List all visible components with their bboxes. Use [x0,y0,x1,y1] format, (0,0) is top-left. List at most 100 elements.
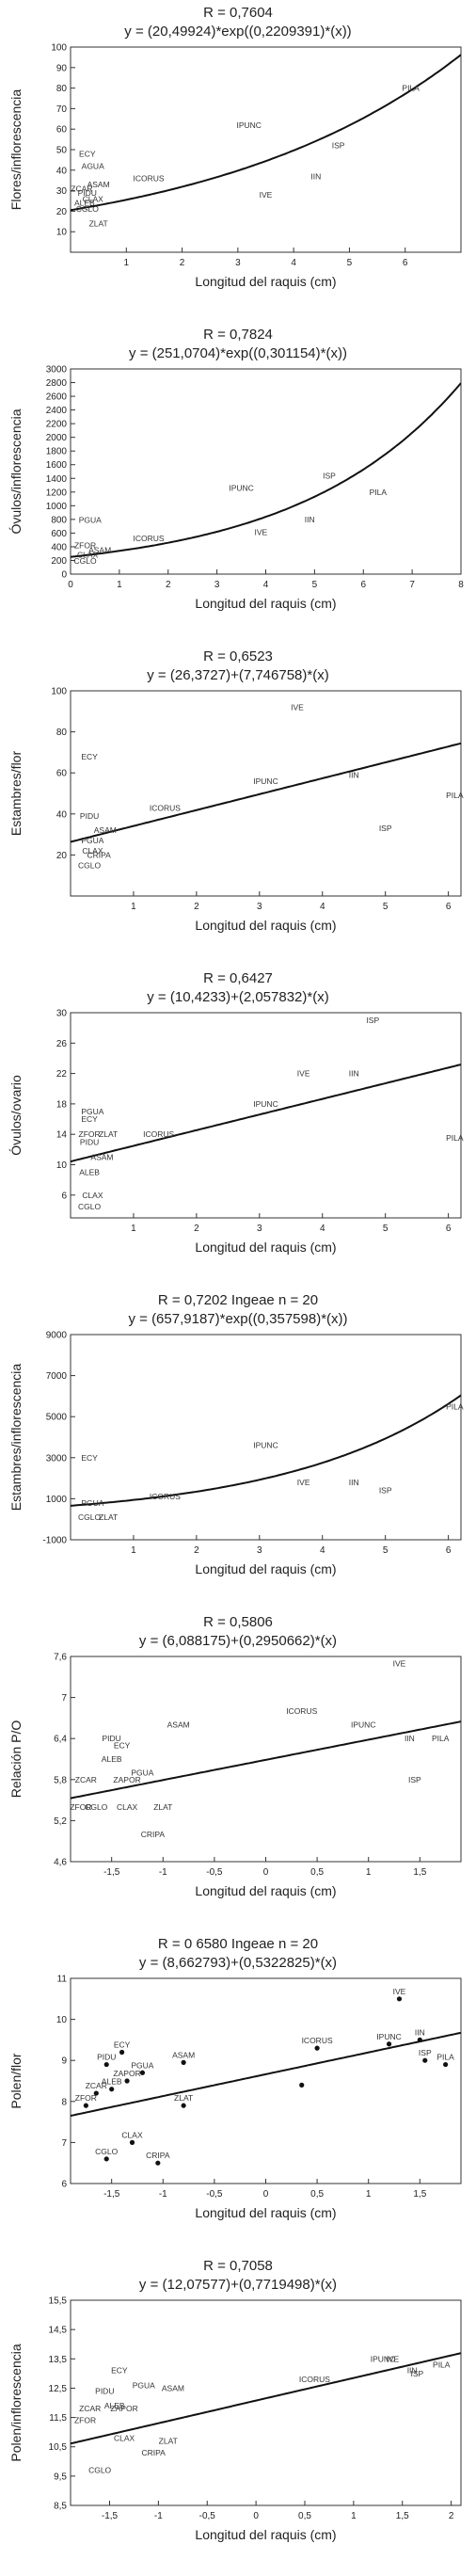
data-point-label: ECY [79,149,96,158]
data-point-marker [386,2041,392,2047]
data-point-label: ASAM [87,180,110,189]
data-point-label: ECY [81,1114,98,1124]
data-point-marker [443,2061,449,2068]
y-axis-label: Estambres/flor [8,751,24,837]
x-tick-label: 4 [320,902,325,912]
x-tick-label: 8 [458,580,464,590]
y-tick-label: 14,5 [49,2326,68,2336]
x-tick-label: 6 [446,1224,452,1234]
x-axis-label: Longitud del raquis (cm) [195,1561,336,1576]
x-tick-label: 1 [131,1545,136,1556]
y-tick-label: 6 [61,2180,67,2190]
data-point-label: IIN [349,770,359,779]
y-axis-label: Óvulos/inflorescencia [8,408,24,534]
x-axis-label: Longitud del raquis (cm) [195,1883,336,1898]
data-point-label: ALEB [79,1168,100,1177]
y-tick-label: 7,6 [54,1653,67,1663]
x-tick-label: 6 [446,902,452,912]
data-point-label: CRIPA [87,850,111,859]
x-tick-label: 2 [194,902,199,912]
data-point-label: ICORUS [133,174,164,184]
y-tick-label: 80 [56,728,68,738]
x-tick-label: 5 [383,1545,389,1556]
x-tick-label: 0 [263,1867,269,1878]
data-point-label: CRIPA [146,2151,170,2160]
data-point-label: IIN [349,1069,359,1079]
y-tick-label: 5,2 [54,1816,67,1827]
y-tick-label: 7000 [46,1371,68,1382]
y-tick-label: -1000 [42,1536,67,1546]
fit-curve [71,2031,461,2117]
y-tick-label: 3000 [46,365,68,376]
x-tick-label: 5 [347,258,353,268]
chart-title: R = 0,7058 [203,2258,273,2274]
y-tick-label: 30 [56,186,68,197]
data-point-label: IPUNC [229,483,253,492]
data-point-marker [299,2082,305,2088]
chart-title: R = 0,7824 [203,327,273,343]
data-point-label: IVE [260,190,273,200]
data-point-label: CGLO [76,204,99,214]
x-tick-label: 0 [263,2189,269,2200]
x-tick-label: 3 [214,580,220,590]
x-tick-label: 1 [131,902,136,912]
x-tick-label: 1 [366,1867,372,1878]
y-tick-label: 0 [61,570,67,581]
x-tick-label: -0,5 [199,2511,216,2521]
data-point-label: PIDU [78,188,97,198]
data-point-label: IPUNC [253,776,278,786]
y-axis-label: Polen/inflorescencia [8,2344,24,2462]
x-tick-label: 2 [166,580,171,590]
data-point-label: ZAPOR [113,1775,140,1784]
data-point-label: CLAX [82,1191,103,1200]
x-tick-label: 4 [320,1224,325,1234]
data-point-label: ICORUS [302,2036,333,2045]
data-point-label: ISP [366,1016,379,1025]
x-tick-label: -0,5 [206,2189,223,2200]
x-tick-label: -1,5 [103,1867,120,1878]
data-point-label: IPUNC [351,1720,375,1730]
fit-curve [71,1394,461,1507]
x-tick-label: -1 [154,2511,163,2521]
data-point-label: IPUNC [253,1441,278,1450]
x-tick-label: 4 [263,580,269,590]
data-point-label: CGLO [74,556,97,566]
data-point-marker [422,2057,428,2063]
y-axis-label: Polen/flor [8,2053,24,2108]
chart-6: R = 0,5806 y = (6,088175)+(0,2950662)*(x)… [8,1614,462,1898]
data-point-label: IVE [291,702,304,712]
y-tick-label: 3000 [46,1453,68,1464]
data-point-label: AGUA [82,161,104,170]
y-tick-label: 1200 [46,488,68,498]
chart-equation: y = (6,088175)+(0,2950662)*(x) [139,1633,337,1649]
data-point-label: ICORUS [143,1129,174,1139]
data-point-label: ASAM [90,1152,113,1161]
y-tick-label: 2200 [46,420,68,430]
y-tick-label: 60 [56,125,68,136]
data-point-label: ZAPOR [110,2404,137,2413]
data-point-label: ISP [332,141,345,151]
data-point-label: PILA [433,2360,451,2370]
y-tick-label: 10,5 [49,2442,68,2453]
y-axis-label: Flores/inflorescencia [8,89,24,211]
data-point-label: ICORUS [286,1706,317,1716]
x-tick-label: 3 [257,1545,262,1556]
x-tick-label: 6 [360,580,366,590]
x-tick-label: -1,5 [102,2511,119,2521]
data-point-label: ISP [408,1775,421,1784]
y-tick-label: 2600 [46,392,68,403]
data-point-label: ASAM [88,546,111,555]
data-point-label: PILA [446,791,464,800]
x-tick-label: -1,5 [103,2189,120,2200]
data-point-label: PILA [432,1734,450,1743]
data-point-label: PILA [402,84,420,93]
data-point-label: ECY [81,752,98,761]
data-point-label: ISP [323,471,336,480]
y-tick-label: 5000 [46,1413,68,1423]
data-point-label: ICORUS [299,2375,330,2384]
plot-frame [70,368,462,575]
data-point-label: IPUNC [376,2032,401,2041]
data-point-label: PIDU [80,811,99,821]
data-point-label: ZLAT [99,1129,118,1139]
y-tick-label: 5,8 [54,1775,67,1785]
